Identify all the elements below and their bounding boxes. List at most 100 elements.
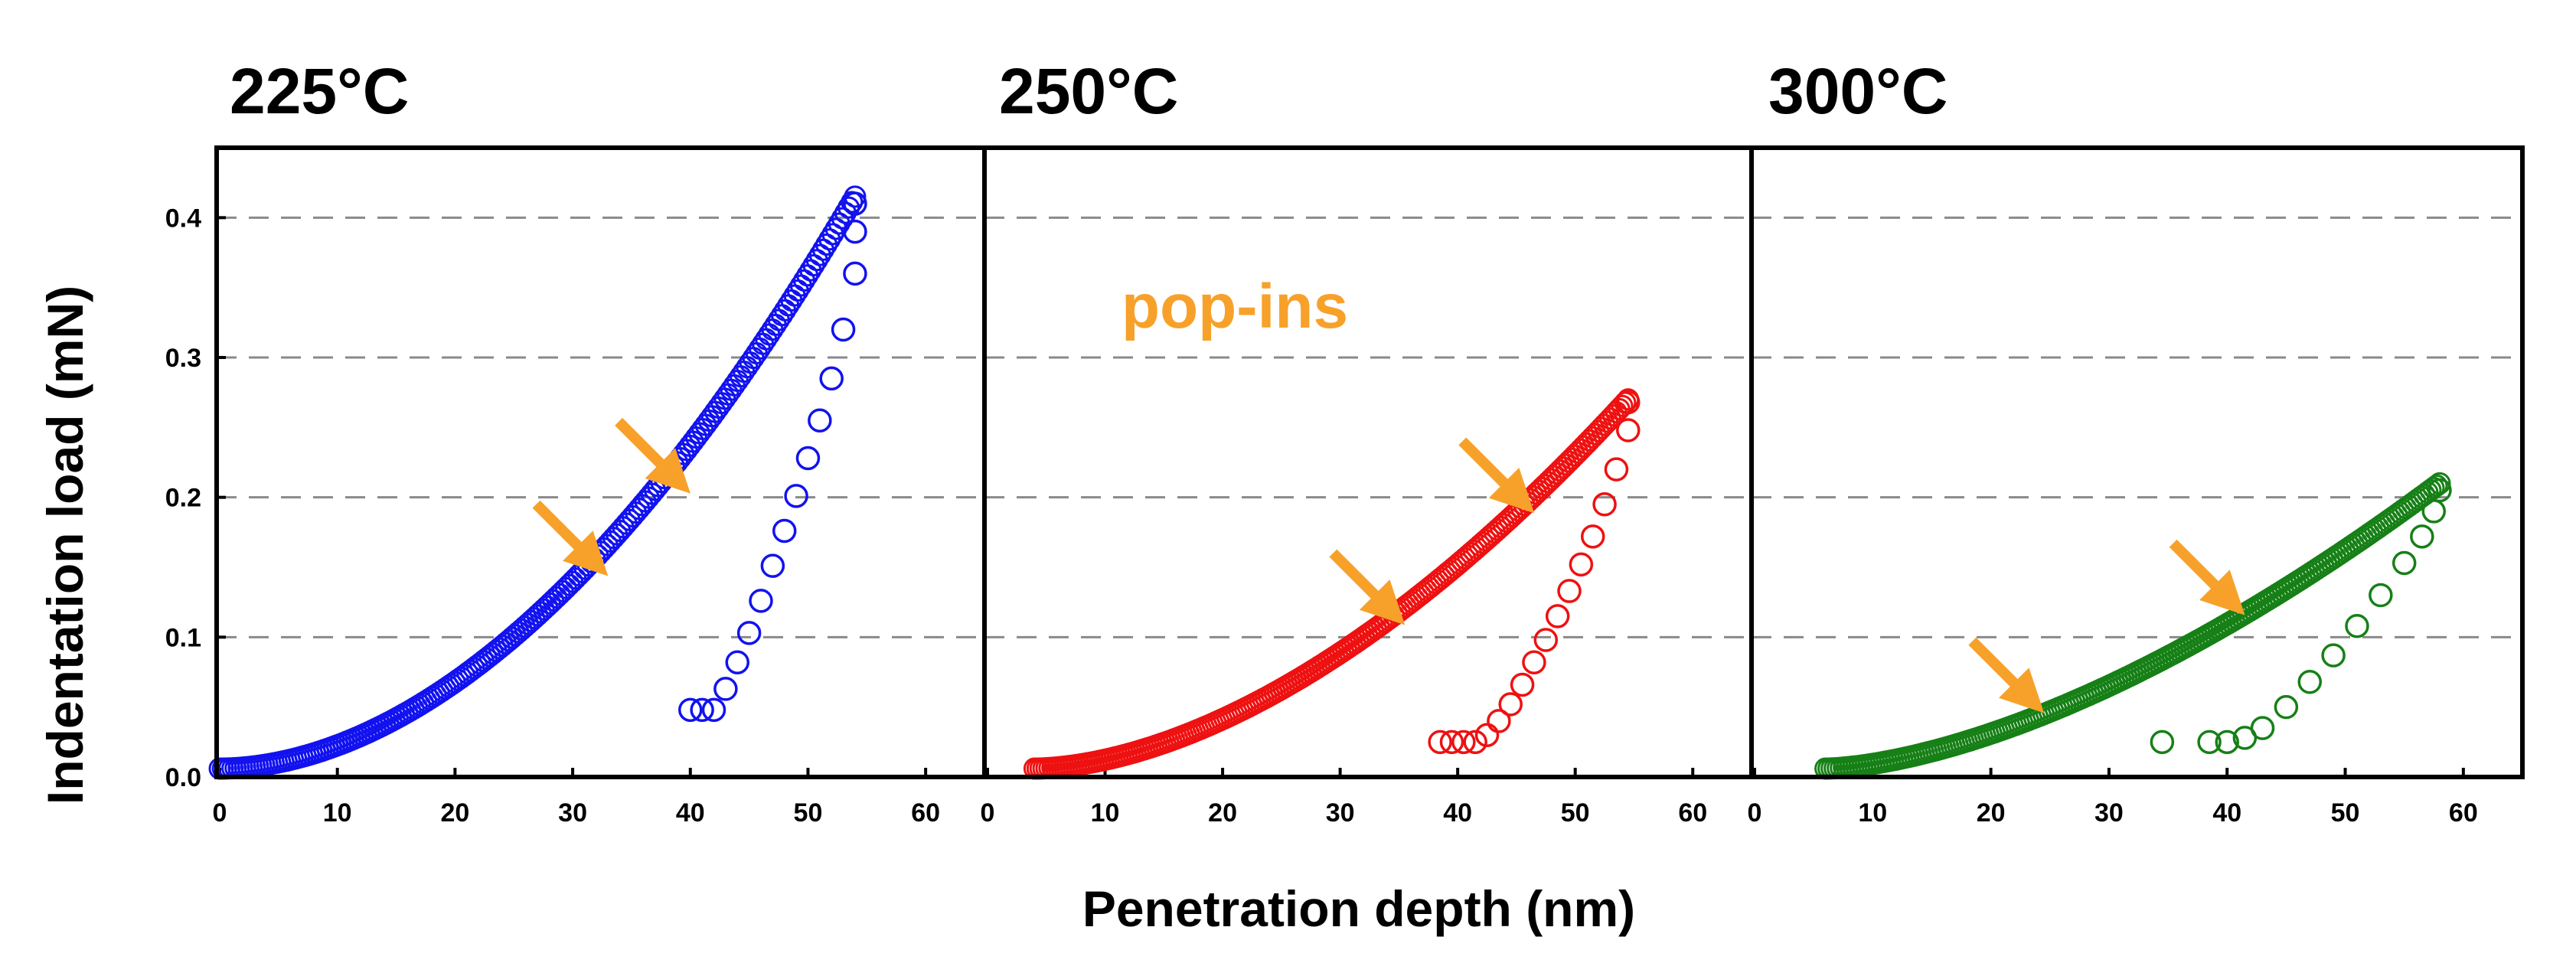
unloading-point (1498, 692, 1523, 717)
panel-title-225: 225°C (230, 55, 409, 127)
unloading-point (2369, 583, 2393, 608)
x-tick-label: 30 (558, 798, 587, 828)
unloading-point (819, 366, 844, 391)
pop-in-arrow (1329, 549, 1406, 625)
unloading-point (2274, 694, 2299, 720)
panel-3: 0 10 20 30 40 50 60 (1748, 216, 2522, 828)
unloading-point (2150, 730, 2175, 755)
unloading-point (725, 650, 749, 674)
unloading-point (1533, 628, 1559, 652)
unloading-point (2297, 670, 2322, 694)
unloading-point (2321, 643, 2346, 668)
unloading-point (2410, 524, 2434, 549)
x-tick-label: 10 (323, 798, 352, 828)
panel-1: 0.0 0.1 0.2 0.3 0.4 0 10 20 30 40 50 60 (165, 185, 984, 828)
unloading-point (1463, 730, 1487, 755)
unloading-point (1510, 672, 1535, 697)
loading-point (818, 228, 841, 251)
y-tick-label: 0.3 (165, 344, 201, 373)
x-tick-label: 0 (213, 798, 227, 828)
unloading-point (808, 408, 832, 433)
panel-2: 0 10 20 30 40 50 60 (981, 216, 1752, 828)
unloading-point (1616, 390, 1641, 415)
x-tick-label: 30 (2094, 798, 2124, 828)
loading-point (821, 223, 844, 246)
unloading-point (784, 484, 808, 508)
x-tick-label: 60 (1678, 798, 1707, 828)
y-tick-label: 0.0 (165, 763, 201, 792)
unloading-point (1557, 579, 1582, 603)
unloading-point (1616, 418, 1641, 442)
x-tick-label: 50 (1561, 798, 1590, 828)
axes-frame-2 (982, 145, 1754, 779)
unloading-point (2421, 499, 2447, 524)
unloading-point (1451, 730, 1476, 755)
x-tick-label: 20 (1977, 798, 2006, 828)
unloading-point (678, 697, 703, 723)
unloading-point (2250, 716, 2275, 740)
x-tick-label: 20 (440, 798, 469, 828)
unloading-point (1439, 730, 1464, 755)
pop-in-arrow (2169, 539, 2245, 615)
unloading-point (2392, 550, 2417, 576)
x-tick-label: 40 (1443, 798, 1472, 828)
x-tick-label: 10 (1858, 798, 1887, 828)
loading-point (837, 196, 860, 219)
y-tick-label: 0.1 (165, 623, 201, 652)
unloading-point (1522, 650, 1546, 674)
x-tick-label: 10 (1091, 798, 1120, 828)
axes-frame-1 (214, 145, 987, 779)
unloading-point (1545, 604, 1570, 628)
unloading-point (795, 446, 821, 471)
loading-point (844, 185, 867, 208)
unloading-point (2197, 730, 2222, 755)
loading-point (831, 207, 854, 230)
pop-ins-annotation: pop-ins (1121, 272, 1348, 341)
pop-in-arrow (532, 500, 609, 576)
unloading-point (736, 621, 762, 645)
unloading-point (843, 261, 867, 286)
axes-frame-3 (1749, 145, 2525, 779)
unloading-point (2427, 478, 2452, 503)
x-tick-label: 50 (2331, 798, 2360, 828)
x-tick-label: 60 (911, 798, 940, 828)
pop-in-arrow (1458, 437, 1535, 514)
panel-title-250: 250°C (999, 55, 1178, 127)
unloading-point (1580, 524, 1605, 549)
axes-frames (214, 145, 2525, 779)
pop-in-arrow (615, 417, 691, 494)
loading-point (2428, 472, 2451, 495)
unloading-point (843, 191, 867, 216)
plot-area: 0.0 0.1 0.2 0.3 0.4 0 10 20 30 40 50 60 0 10 20 30 40 50 6… (165, 145, 2525, 828)
y-axis-label: Indentation load (mN) (37, 286, 93, 805)
loading-point (2425, 474, 2448, 497)
panel-title-300: 300°C (1768, 55, 1948, 127)
x-tick-label: 40 (2212, 798, 2241, 828)
unloading-point (1474, 723, 1500, 747)
unloading-point (690, 697, 714, 723)
x-tick-label: 30 (1326, 798, 1355, 828)
x-tick-label: 0 (1748, 798, 1762, 828)
unloading-point (772, 518, 797, 544)
x-tick-label: 50 (794, 798, 823, 828)
unloading-point (1592, 492, 1617, 517)
unloading-point (713, 677, 738, 701)
unloading-point (831, 317, 856, 342)
unloading-point (2345, 613, 2369, 638)
x-tick-label: 40 (676, 798, 705, 828)
unloading-point (701, 697, 726, 723)
unloading-point (1487, 709, 1511, 733)
unloading-point (760, 553, 785, 578)
unloading-point (1569, 552, 1594, 577)
unloading-point (843, 219, 867, 244)
loading-point (1611, 394, 1634, 417)
x-tick-label: 20 (1208, 798, 1237, 828)
pop-in-arrow (1968, 637, 2045, 713)
x-tick-label: 0 (981, 798, 995, 828)
y-tick-label: 0.4 (165, 204, 201, 233)
unloading-point (1428, 730, 1452, 755)
x-axis-label: Penetration depth (nm) (1082, 880, 1635, 937)
y-tick-label: 0.2 (165, 484, 201, 513)
unloading-point (1604, 457, 1629, 482)
